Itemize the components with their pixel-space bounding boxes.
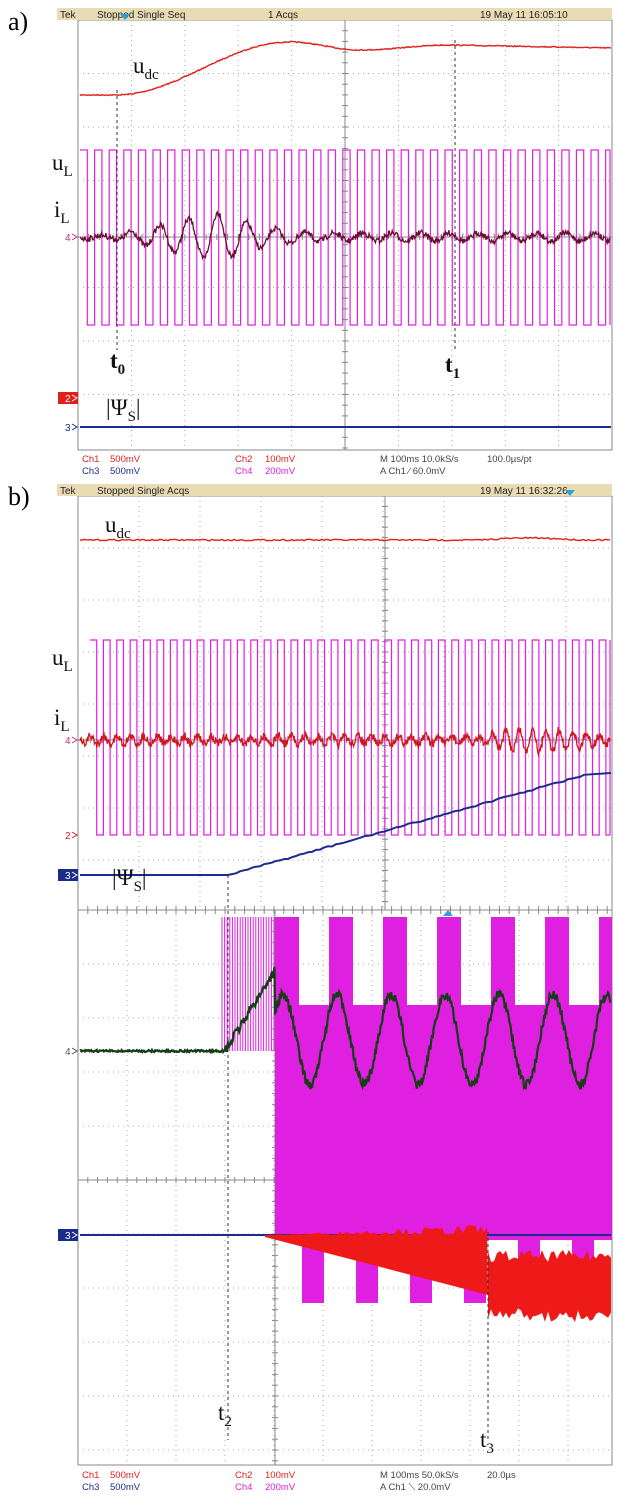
trace-ul-band (275, 1005, 612, 1240)
trace-label-symbol: u (52, 150, 64, 175)
header-text: 19 May 11 16:32:26 (480, 486, 568, 497)
footer-text: A Ch1 ⁄ 60.0mV (380, 466, 446, 477)
footer-text: 500mV (110, 466, 141, 477)
footer-text: Ch1 (82, 454, 99, 465)
time-label-sub: 2 (224, 1414, 232, 1430)
trace-ul-high (437, 917, 461, 1007)
panel-label: a) (8, 7, 28, 36)
trace-label-sub: L (64, 659, 73, 675)
header-text: Stopped Single Seq (97, 10, 185, 21)
figure: Tek Stopped Single Seq 1 Acqs 19 May 11 16:… (0, 0, 618, 1511)
time-label-sub: 1 (453, 366, 461, 382)
trace-label: iL (54, 197, 70, 227)
footer-text: Ch2 (235, 454, 252, 465)
trace-label: uL (52, 150, 73, 180)
trace-label-sub: L (60, 719, 69, 735)
footer-text: M 100ms 10.0kS/s (380, 454, 459, 465)
header-text: 19 May 11 16:05:10 (480, 10, 568, 21)
trace-label-close: | (136, 395, 141, 420)
header-text: 1 Acqs (268, 10, 298, 21)
trace-label-sub: L (60, 211, 69, 227)
channel-marker: 3 (65, 871, 71, 882)
time-label-sub: 3 (486, 1441, 494, 1457)
footer-text: Ch3 (82, 1482, 99, 1493)
channel-arrow (72, 1048, 77, 1054)
footer-text: M 100ms 50.0kS/s (380, 1470, 459, 1481)
footer-text: Ch3 (82, 466, 99, 477)
channel-arrow (72, 234, 77, 240)
trace-ul-high (383, 917, 407, 1007)
panel-label: b) (8, 482, 30, 511)
footer-text: 500mV (110, 1470, 141, 1481)
footer-text: 200mV (265, 466, 296, 477)
header-text: Tek (60, 10, 77, 21)
channel-marker: 2 (65, 394, 71, 405)
trace-label-symbol: |Ψ (112, 865, 134, 890)
header-text: Tek (60, 486, 77, 497)
trace-label-sub: dc (117, 526, 132, 542)
footer-text: Ch2 (235, 1470, 252, 1481)
footer-text: Ch4 (235, 466, 252, 477)
channel-arrow (72, 737, 77, 743)
channel-marker: 2 (65, 831, 71, 842)
footer-text: Ch4 (235, 1482, 252, 1493)
trace-label-symbol: u (52, 645, 64, 670)
footer-text: 500mV (110, 454, 141, 465)
trace-ul-high (599, 917, 612, 1007)
trace-red-block (488, 1250, 611, 1322)
footer-text: 100.0µs/pt (487, 454, 532, 465)
time-label-sub: 0 (118, 362, 126, 378)
channel-marker: 4 (65, 1047, 71, 1058)
footer-text: 20.0µs (487, 1470, 516, 1481)
trace-label-symbol: u (105, 512, 117, 537)
trace-label-sub: S (134, 879, 142, 895)
channel-marker: 4 (65, 736, 71, 747)
trace-label-symbol: u (133, 53, 145, 78)
trace-label-sub: S (128, 409, 136, 425)
trace-ul-high (491, 917, 515, 1007)
header-text: Stopped Single Acqs (97, 486, 189, 497)
trace-ul-high (275, 917, 299, 1007)
footer-text: 100mV (265, 1470, 296, 1481)
footer-text: 200mV (265, 1482, 296, 1493)
channel-marker: 4 (65, 233, 71, 244)
trace-label-symbol: |Ψ (106, 395, 128, 420)
footer-text: Ch1 (82, 1470, 99, 1481)
footer-text: 500mV (110, 1482, 141, 1493)
channel-marker: 3 (65, 423, 71, 434)
channel-arrow (72, 424, 77, 430)
trace-label-close: | (142, 865, 147, 890)
trace-label: uL (52, 645, 73, 675)
trace-label-sub: L (64, 164, 73, 180)
footer-text: A Ch1 ⟍ 20.0mV (380, 1482, 451, 1493)
footer-text: 100mV (265, 454, 296, 465)
channel-marker: 3 (65, 1231, 71, 1242)
trace-label-sub: dc (145, 67, 160, 83)
trace-label: iL (54, 705, 70, 735)
channel-arrow (72, 832, 77, 838)
